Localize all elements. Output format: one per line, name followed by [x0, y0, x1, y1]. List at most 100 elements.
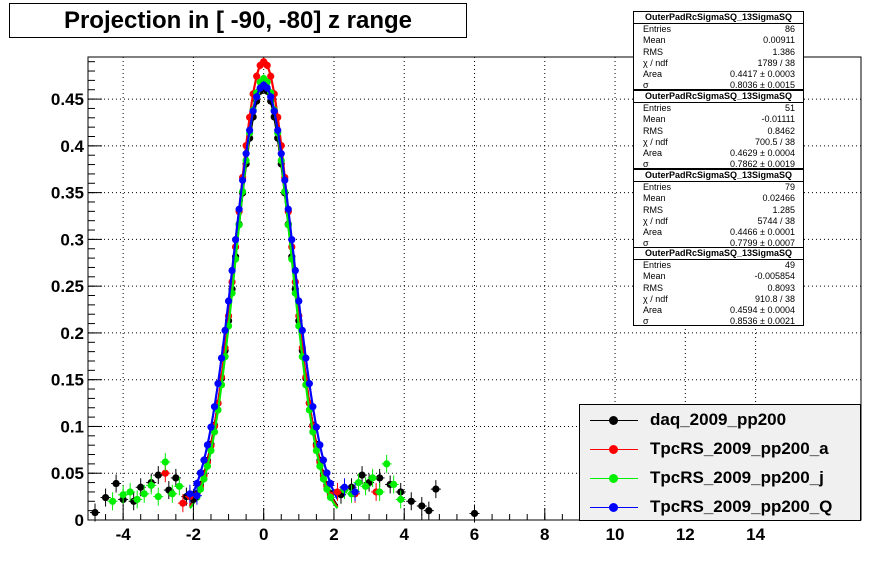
stats-value: 0.4417 ± 0.0003 — [730, 69, 795, 80]
x-tick-label: 14 — [746, 525, 765, 544]
stats-label: Area — [643, 69, 663, 80]
stats-label: Area — [643, 148, 663, 159]
data-point — [407, 497, 415, 505]
data-point — [316, 462, 324, 470]
stats-row: Mean -0.005854 — [634, 271, 803, 282]
stats-row: χ / ndf 700.5 / 38 — [634, 137, 803, 148]
stats-box: OuterPadRcSigmaSQ_13SigmaSQ Entries 51 Mean… — [633, 90, 804, 169]
data-point — [91, 508, 99, 517]
stats-label: σ — [643, 238, 649, 249]
stats-title: OuterPadRcSigmaSQ_13SigmaSQ — [634, 248, 803, 261]
data-point — [203, 462, 212, 470]
data-point — [397, 495, 405, 504]
stats-title: OuterPadRcSigmaSQ_13SigmaSQ — [634, 91, 803, 104]
y-tick-label: 0.45 — [51, 90, 84, 109]
data-point — [200, 456, 208, 464]
data-point — [326, 493, 335, 501]
stats-row: σ 0.7799 ± 0.0007 — [634, 238, 803, 249]
data-point — [351, 488, 359, 496]
legend-marker — [609, 503, 618, 512]
data-point — [302, 354, 310, 362]
data-point — [224, 297, 233, 305]
data-point — [207, 423, 215, 431]
stats-row: Entries 86 — [634, 24, 803, 35]
data-point — [284, 205, 292, 213]
stats-label: χ / ndf — [643, 136, 668, 147]
data-point — [154, 471, 162, 479]
data-point — [119, 491, 127, 499]
x-tick-label: 8 — [540, 525, 549, 544]
data-point — [340, 483, 349, 491]
legend-label: TpcRS_2009_pp200_j — [650, 468, 824, 487]
stats-value: 1.386 — [772, 46, 795, 57]
data-point — [298, 326, 306, 335]
y-tick-label: 0.25 — [51, 277, 84, 296]
y-tick-label: 0.3 — [60, 230, 84, 249]
data-point — [418, 502, 426, 510]
data-point — [309, 403, 317, 411]
data-point — [383, 460, 391, 468]
data-point — [161, 469, 169, 477]
data-point — [133, 495, 141, 504]
stats-row: Entries 49 — [634, 260, 803, 271]
stats-label: Mean — [643, 271, 666, 282]
legend-marker — [609, 474, 618, 483]
data-point — [200, 475, 208, 483]
legend-entry: TpcRS_2009_pp200_j — [580, 464, 860, 493]
data-point — [281, 176, 289, 184]
stats-row: Mean -0.01111 — [634, 114, 803, 125]
stats-label: σ — [643, 316, 649, 327]
stats-value: 1789 / 38 — [757, 57, 795, 68]
data-point — [277, 150, 285, 158]
y-tick-label: 0.2 — [60, 324, 84, 343]
data-point — [168, 490, 176, 498]
stats-value: 0.7862 ± 0.0019 — [730, 159, 795, 170]
data-point — [126, 488, 134, 496]
data-point — [228, 266, 236, 275]
data-point — [179, 499, 187, 507]
legend-entry: TpcRS_2009_pp200_Q — [580, 493, 860, 522]
data-point — [253, 93, 261, 101]
data-point — [249, 107, 257, 115]
data-point — [137, 483, 145, 491]
stats-value: 0.8036 ± 0.0015 — [730, 80, 795, 91]
stats-row: Entries 51 — [634, 103, 803, 114]
stats-value: 5744 / 38 — [757, 215, 795, 226]
data-point — [147, 481, 155, 489]
stats-value: 0.8462 — [767, 125, 795, 136]
data-point — [196, 485, 205, 493]
legend-marker — [609, 445, 618, 454]
x-tick-label: 10 — [606, 525, 625, 544]
data-point — [274, 126, 282, 134]
data-point — [221, 326, 229, 335]
stats-value: -0.005854 — [754, 271, 795, 282]
data-point — [319, 475, 328, 483]
data-point — [101, 493, 110, 502]
data-point — [470, 509, 479, 518]
stats-value: 0.4466 ± 0.0001 — [730, 227, 795, 238]
data-point — [140, 490, 148, 498]
stats-row: RMS 1.285 — [634, 205, 803, 216]
data-point — [112, 479, 120, 488]
data-point — [235, 205, 243, 213]
legend-entry: daq_2009_pp200 — [580, 406, 860, 435]
x-tick-label: 6 — [470, 525, 479, 544]
x-tick-label: -4 — [116, 525, 132, 544]
stats-value: 0.00911 — [763, 35, 795, 46]
data-point — [361, 482, 370, 490]
x-tick-label: 0 — [259, 525, 268, 544]
stats-row: χ / ndf 1789 / 38 — [634, 58, 803, 69]
data-point — [253, 72, 261, 80]
stats-label: RMS — [643, 282, 663, 293]
y-tick-label: 0.15 — [51, 371, 84, 390]
stats-label: Area — [643, 227, 663, 238]
stats-label: χ / ndf — [643, 215, 668, 226]
x-tick-label: 12 — [676, 525, 695, 544]
data-point — [333, 488, 342, 496]
data-point — [263, 84, 271, 92]
y-tick-label: 0.05 — [51, 464, 84, 483]
x-tick-label: 2 — [329, 525, 338, 544]
y-tick-label: 0 — [75, 511, 84, 530]
legend-label: TpcRS_2009_pp200_a — [650, 439, 829, 458]
data-point — [186, 490, 194, 498]
